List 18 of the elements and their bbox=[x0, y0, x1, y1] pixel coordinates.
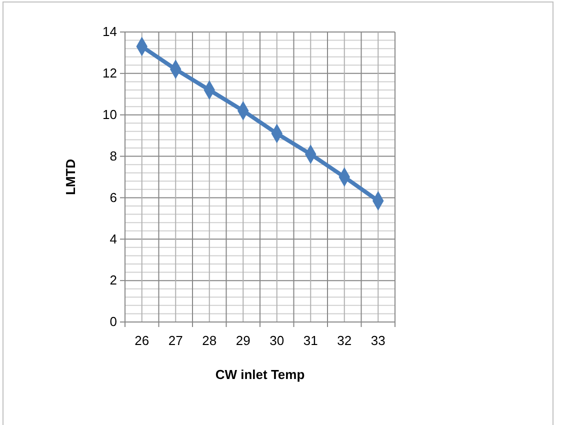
y-axis-title: LMTD bbox=[63, 158, 78, 196]
x-tick-label: 29 bbox=[236, 333, 250, 348]
y-tick-label: 4 bbox=[110, 231, 117, 246]
y-tick-label: 2 bbox=[110, 272, 117, 288]
x-tick-label: 27 bbox=[168, 333, 183, 348]
y-tick-label: 10 bbox=[102, 107, 117, 122]
x-tick-label: 30 bbox=[270, 333, 284, 348]
x-tick-label: 33 bbox=[370, 333, 386, 348]
x-tick-label: 26 bbox=[134, 333, 150, 348]
x-tick-label: 31 bbox=[303, 333, 318, 348]
x-tick-label: 32 bbox=[337, 333, 352, 348]
y-tick-label: 12 bbox=[102, 66, 117, 81]
x-axis-title: CW inlet Temp bbox=[215, 367, 305, 382]
x-tick-label: 28 bbox=[202, 333, 217, 348]
y-tick-label: 14 bbox=[102, 24, 117, 40]
y-tick-label: 8 bbox=[110, 148, 117, 164]
y-tick-label: 0 bbox=[110, 314, 117, 330]
y-tick-label: 6 bbox=[110, 190, 117, 205]
